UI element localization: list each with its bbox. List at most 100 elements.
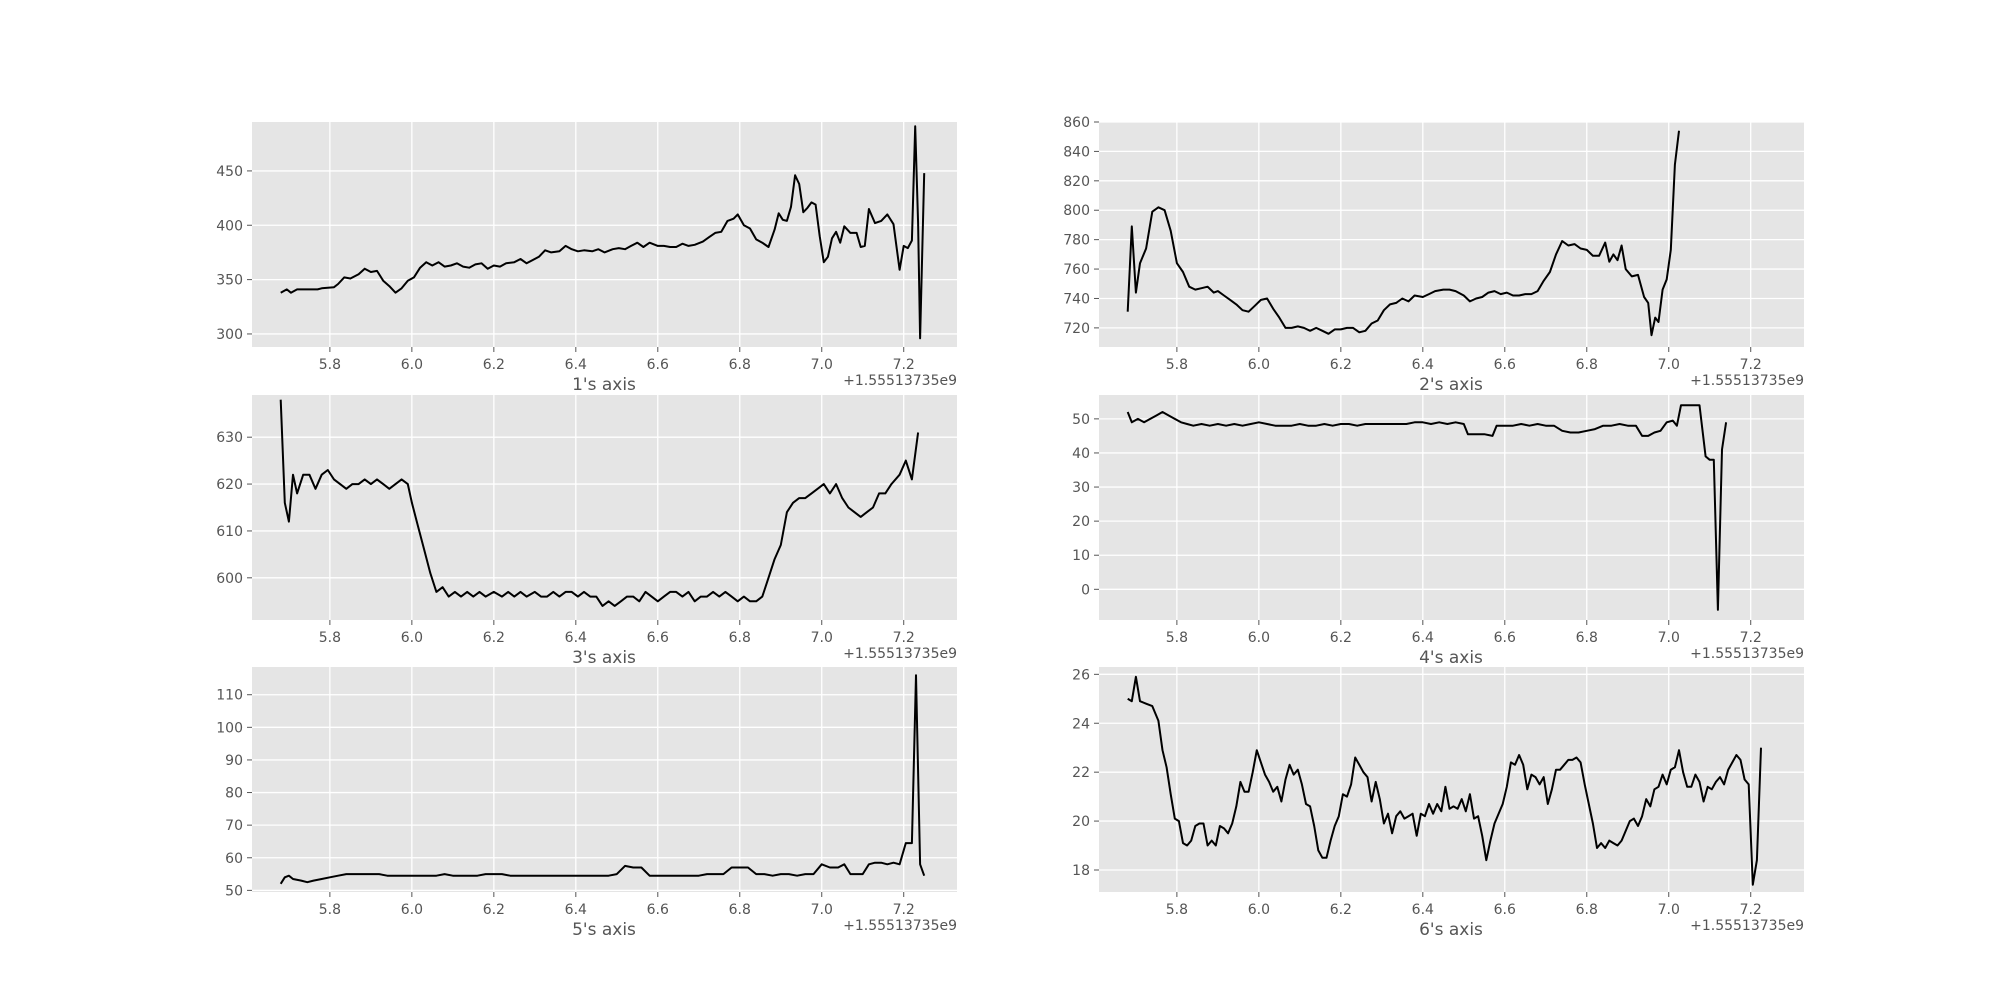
y-ticks: 50 60 70 80 90 100 110 bbox=[216, 688, 252, 899]
y-tick-label: 840 bbox=[1063, 144, 1090, 160]
plot-area bbox=[252, 122, 957, 347]
x-tick-label: 7.2 bbox=[1740, 902, 1762, 918]
subplot-4: 5.8 6.0 6.2 6.4 6.6 6.8 7.0 7.2 0 10 20 30 40 50 4's… bbox=[1072, 395, 1804, 668]
grid bbox=[1099, 121, 1804, 347]
x-tick-label: 7.0 bbox=[1658, 357, 1680, 373]
y-tick-label: 60 bbox=[225, 851, 243, 867]
x-axis-label: 1's axis bbox=[572, 375, 636, 395]
x-tick-label: 7.0 bbox=[811, 357, 833, 373]
plot-area bbox=[1099, 395, 1804, 620]
subplot-1: 5.8 6.0 6.2 6.4 6.6 6.8 7.0 7.2 300 350 400 450 1'… bbox=[216, 122, 957, 395]
x-tick-label: 7.2 bbox=[893, 902, 915, 918]
x-ticks: 5.8 6.0 6.2 6.4 6.6 6.8 7.0 7.2 bbox=[1166, 620, 1762, 646]
y-tick-label: 10 bbox=[1072, 548, 1090, 564]
y-ticks: 300 350 400 450 bbox=[216, 164, 252, 343]
x-tick-label: 5.8 bbox=[1166, 630, 1188, 646]
x-ticks: 5.8 6.0 6.2 6.4 6.6 6.8 7.0 7.2 bbox=[1166, 347, 1762, 373]
x-tick-label: 6.6 bbox=[1494, 630, 1516, 646]
x-tick-label: 6.0 bbox=[401, 630, 423, 646]
series-line bbox=[1126, 404, 1728, 611]
y-tick-label: 110 bbox=[216, 688, 243, 704]
x-tick-label: 6.6 bbox=[1494, 902, 1516, 918]
y-ticks: 600 610 620 630 bbox=[216, 430, 252, 587]
x-tick-label: 6.4 bbox=[565, 357, 587, 373]
x-axis-offset: +1.55513735e9 bbox=[1690, 373, 1804, 389]
x-tick-label: 6.6 bbox=[1494, 357, 1516, 373]
y-tick-label: 24 bbox=[1072, 716, 1090, 732]
y-tick-label: 760 bbox=[1063, 262, 1090, 278]
x-tick-label: 6.2 bbox=[1330, 902, 1352, 918]
x-tick-label: 5.8 bbox=[1166, 902, 1188, 918]
x-tick-label: 7.2 bbox=[893, 630, 915, 646]
x-tick-label: 7.0 bbox=[811, 630, 833, 646]
x-tick-label: 6.4 bbox=[565, 902, 587, 918]
x-tick-label: 6.0 bbox=[1248, 357, 1270, 373]
series-line bbox=[1126, 130, 1680, 337]
plot-area bbox=[1099, 122, 1804, 347]
y-tick-label: 860 bbox=[1063, 115, 1090, 131]
y-tick-label: 20 bbox=[1072, 514, 1090, 530]
y-tick-label: 40 bbox=[1072, 446, 1090, 462]
y-ticks: 720 740 760 780 800 820 840 860 bbox=[1063, 115, 1099, 337]
y-tick-label: 22 bbox=[1072, 765, 1090, 781]
x-axis-label: 6's axis bbox=[1419, 920, 1483, 940]
plot-area bbox=[1099, 667, 1804, 892]
y-tick-label: 70 bbox=[225, 818, 243, 834]
x-tick-label: 6.8 bbox=[729, 357, 751, 373]
y-tick-label: 400 bbox=[216, 218, 243, 234]
subplot-2: 5.8 6.0 6.2 6.4 6.6 6.8 7.0 7.2 720 740 760 780 800… bbox=[1063, 115, 1804, 395]
y-tick-label: 610 bbox=[216, 524, 243, 540]
x-tick-label: 6.4 bbox=[565, 630, 587, 646]
y-tick-label: 50 bbox=[225, 883, 243, 899]
x-axis-offset: +1.55513735e9 bbox=[843, 373, 957, 389]
x-tick-label: 6.6 bbox=[647, 902, 669, 918]
y-tick-label: 0 bbox=[1081, 582, 1090, 598]
x-axis-label: 2's axis bbox=[1419, 375, 1483, 395]
x-axis-offset: +1.55513735e9 bbox=[843, 646, 957, 662]
x-tick-label: 6.0 bbox=[1248, 630, 1270, 646]
x-tick-label: 6.6 bbox=[647, 630, 669, 646]
x-tick-label: 7.0 bbox=[1658, 902, 1680, 918]
x-tick-label: 7.2 bbox=[1740, 630, 1762, 646]
grid bbox=[1099, 667, 1804, 892]
x-tick-label: 5.8 bbox=[319, 630, 341, 646]
x-tick-label: 6.8 bbox=[1576, 357, 1598, 373]
x-tick-label: 5.8 bbox=[1166, 357, 1188, 373]
plot-area bbox=[252, 395, 957, 620]
x-tick-label: 6.0 bbox=[1248, 902, 1270, 918]
y-tick-label: 18 bbox=[1072, 863, 1090, 879]
y-ticks: 18 20 22 24 26 bbox=[1072, 667, 1099, 879]
x-ticks: 5.8 6.0 6.2 6.4 6.6 6.8 7.0 7.2 bbox=[319, 892, 915, 918]
x-axis-label: 4's axis bbox=[1419, 648, 1483, 668]
x-tick-label: 6.8 bbox=[729, 630, 751, 646]
subplot-3: 5.8 6.0 6.2 6.4 6.6 6.8 7.0 7.2 600 610 620 630 3'… bbox=[216, 395, 957, 668]
y-tick-label: 26 bbox=[1072, 667, 1090, 683]
y-tick-label: 620 bbox=[216, 477, 243, 493]
y-tick-label: 630 bbox=[216, 430, 243, 446]
plot-area bbox=[252, 667, 957, 892]
x-tick-label: 6.8 bbox=[1576, 902, 1598, 918]
x-axis-label: 5's axis bbox=[572, 920, 636, 940]
series-line bbox=[1127, 675, 1762, 886]
y-tick-label: 450 bbox=[216, 164, 243, 180]
x-tick-label: 5.8 bbox=[319, 357, 341, 373]
y-tick-label: 600 bbox=[216, 571, 243, 587]
grid bbox=[252, 122, 957, 347]
x-tick-label: 7.2 bbox=[893, 357, 915, 373]
y-tick-label: 800 bbox=[1063, 203, 1090, 219]
series-line bbox=[280, 125, 926, 340]
y-tick-label: 350 bbox=[216, 273, 243, 289]
x-axis-offset: +1.55513735e9 bbox=[843, 918, 957, 934]
x-tick-label: 6.2 bbox=[483, 902, 505, 918]
grid bbox=[1099, 395, 1804, 620]
x-axis-offset: +1.55513735e9 bbox=[1690, 646, 1804, 662]
x-ticks: 5.8 6.0 6.2 6.4 6.6 6.8 7.0 7.2 bbox=[319, 347, 915, 373]
x-axis-offset: +1.55513735e9 bbox=[1690, 918, 1804, 934]
x-tick-label: 6.2 bbox=[1330, 630, 1352, 646]
x-tick-label: 5.8 bbox=[319, 902, 341, 918]
y-tick-label: 80 bbox=[225, 786, 243, 802]
x-tick-label: 6.8 bbox=[1576, 630, 1598, 646]
grid bbox=[252, 395, 957, 620]
subplot-5: 5.8 6.0 6.2 6.4 6.6 6.8 7.0 7.2 50 60 70 80 90 100 11… bbox=[216, 667, 957, 940]
y-tick-label: 50 bbox=[1072, 412, 1090, 428]
